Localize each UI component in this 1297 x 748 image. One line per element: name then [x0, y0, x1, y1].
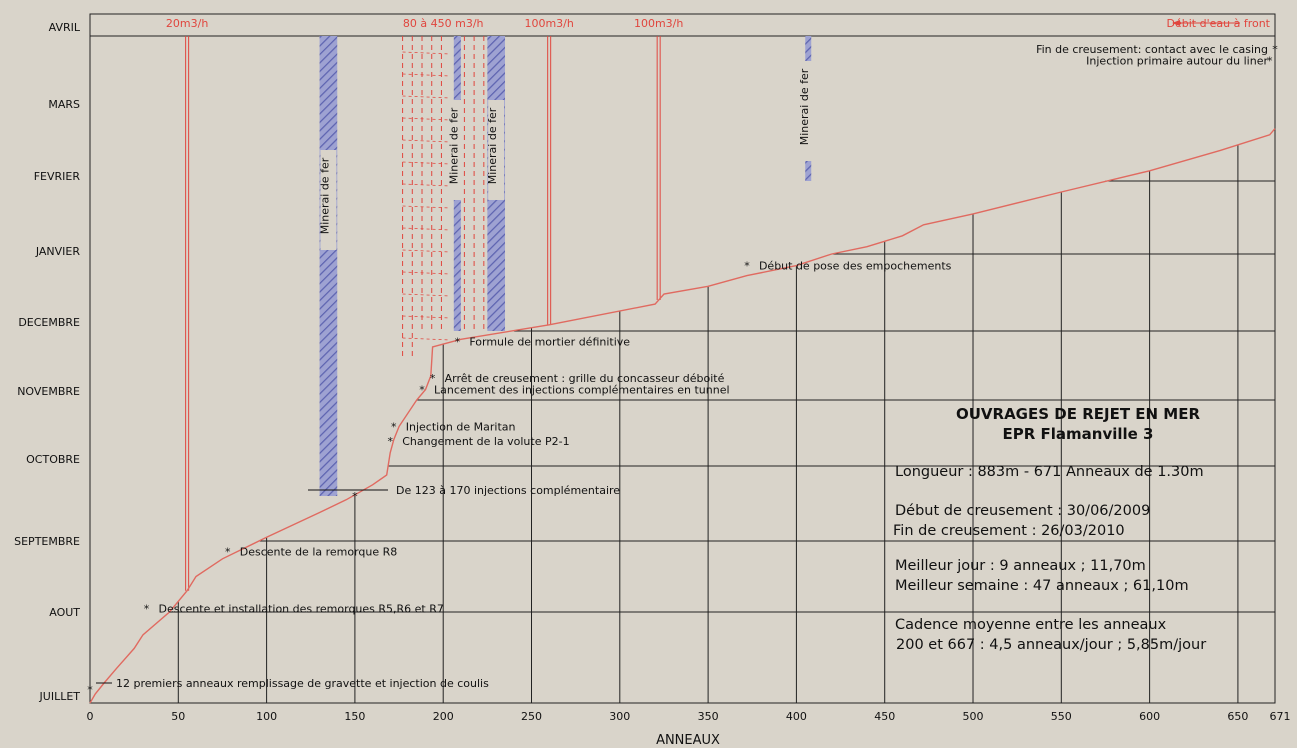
- annotation-text: Lancement des injections complémentaires…: [434, 384, 730, 397]
- x-tick-label: 350: [698, 710, 719, 723]
- flow-legend-label: Débit d'eau à front: [1167, 17, 1271, 30]
- flow-band-dash: [402, 227, 451, 231]
- ore-zone-label: Minerai de fer: [318, 157, 331, 234]
- annotation-marker: *: [455, 335, 461, 348]
- y-month-label: OCTOBRE: [26, 453, 80, 466]
- annotation-marker: *: [225, 546, 231, 559]
- axes: JUILLET AOUT SEPTEMBRE OCTOBRE NOVEMBRE DECEM…: [14, 21, 1290, 723]
- flow-rate-label: 80 à 450 m3/h: [403, 17, 484, 30]
- annotation-marker: *: [387, 435, 393, 448]
- flow-band-dash: [402, 51, 451, 55]
- plot-frame: [89, 13, 1276, 704]
- annotation-text: Début de pose des empochements: [759, 260, 952, 273]
- annotations: * 12 premiers anneaux remplissage de grav…: [87, 43, 1278, 696]
- flow-rate-label: 100m3/h: [524, 17, 573, 30]
- annotation-text: Formule de mortier définitive: [469, 335, 630, 348]
- y-month-label: JUILLET: [39, 690, 81, 703]
- flow-band-dash: [402, 139, 451, 143]
- x-axis-label: ANNEAUX: [656, 733, 720, 748]
- flow-band-dash: [402, 161, 451, 165]
- info-line: Meilleur semaine : 47 anneaux ; 61,10m: [895, 578, 1189, 594]
- info-line: Cadence moyenne entre les anneaux: [895, 617, 1167, 633]
- flow-band-dash: [402, 95, 451, 99]
- info-line: 200 et 667 : 4,5 anneaux/jour ; 5,85m/jo…: [896, 637, 1206, 653]
- annotation-marker: *: [352, 490, 358, 503]
- annotation-text: Injection primaire autour du liner: [1086, 55, 1268, 68]
- y-month-label: NOVEMBRE: [17, 385, 80, 398]
- info-line: Début de creusement : 30/06/2009: [895, 503, 1150, 519]
- info-title: OUVRAGES DE REJET EN MER: [956, 405, 1200, 423]
- info-box: OUVRAGES DE REJET EN MER EPR Flamanville …: [893, 405, 1206, 653]
- annotation-marker: *: [144, 602, 150, 615]
- annotation-text: 12 premiers anneaux remplissage de grave…: [116, 677, 489, 690]
- x-tick-label: 0: [87, 710, 94, 723]
- annotation-text: Injection de Maritan: [406, 420, 516, 433]
- ore-zone-label: Minerai de fer: [447, 107, 460, 184]
- annotation-marker: *: [419, 384, 425, 397]
- x-tick-label: 300: [609, 710, 630, 723]
- annotation-text: Descente et installation des remorques R…: [159, 602, 444, 615]
- ore-zone-label-bg: [488, 100, 505, 200]
- ore-zone: [319, 36, 338, 496]
- x-tick-label: 50: [171, 710, 185, 723]
- x-tick-label: 250: [521, 710, 542, 723]
- x-tick-label: 650: [1227, 710, 1248, 723]
- info-line: Fin de creusement : 26/03/2010: [893, 523, 1125, 539]
- flow-band-dash: [402, 117, 451, 121]
- flow-band-dash: [402, 337, 451, 341]
- x-tick-label: 600: [1139, 710, 1160, 723]
- x-tick-label: 550: [1051, 710, 1072, 723]
- x-tick-label: 450: [874, 710, 895, 723]
- annotation-marker: *: [744, 260, 750, 273]
- flow-band-dash: [402, 271, 451, 275]
- annotation-text: De 123 à 170 injections complémentaire: [396, 484, 620, 497]
- flow-band-dash: [402, 205, 451, 209]
- x-tick-label: 150: [344, 710, 365, 723]
- flow-rate-label: 100m3/h: [634, 17, 683, 30]
- ore-zone-label-bg: [320, 150, 337, 250]
- ore-zone-label-bg: [800, 61, 817, 161]
- y-month-label: DECEMBRE: [18, 316, 80, 329]
- flow-rate-lines: 20m3/h 80 à 450 m3/h 100m3/h 100m3/h Débit d…: [166, 17, 1271, 591]
- flow-band-dash: [402, 183, 451, 187]
- y-month-label: JANVIER: [35, 245, 81, 258]
- x-tick-label: 500: [963, 710, 984, 723]
- y-month-label: FEVRIER: [34, 170, 81, 183]
- x-tick-label: 400: [786, 710, 807, 723]
- progress-line: [89, 128, 1276, 704]
- annotation-text: Fin de creusement: contact avec le casin…: [1036, 43, 1268, 56]
- flow-rate-label: 20m3/h: [166, 17, 208, 30]
- ore-zone-label: Minerai de fer: [486, 107, 499, 184]
- x-tick-label: 100: [256, 710, 277, 723]
- chart-grid: [89, 13, 1276, 704]
- y-month-label: AVRIL: [49, 21, 81, 34]
- x-tick-label: 200: [433, 710, 454, 723]
- y-month-label: SEPTEMBRE: [14, 535, 80, 548]
- annotation-marker: *: [87, 683, 93, 696]
- flow-band-dash: [402, 249, 451, 253]
- annotation-text: Arrêt de creusement : grille du concasse…: [445, 372, 725, 385]
- ore-zones: Minerai de fer Minerai de fer Minerai de f…: [318, 36, 817, 496]
- annotation-marker: *: [430, 372, 436, 385]
- x-tick-label: 671: [1270, 710, 1291, 723]
- annotation-marker: *: [1272, 43, 1278, 56]
- annotation-marker: *: [391, 420, 397, 433]
- y-month-label: MARS: [48, 98, 80, 111]
- progress-curve: [89, 128, 1276, 704]
- info-subtitle: EPR Flamanville 3: [1003, 425, 1154, 443]
- flow-band-dash: [402, 293, 451, 297]
- annotation-text: Descente de la remorque R8: [240, 546, 398, 559]
- y-month-label: AOUT: [49, 606, 80, 619]
- annotation-text: Changement de la volute P2-1: [402, 435, 569, 448]
- ore-zone-label: Minerai de fer: [798, 68, 811, 145]
- annotation-marker: *: [1267, 55, 1273, 68]
- flow-band-dash: [402, 315, 451, 319]
- info-line: Longueur : 883m - 671 Anneaux de 1.30m: [895, 464, 1204, 480]
- info-line: Meilleur jour : 9 anneaux ; 11,70m: [895, 558, 1146, 574]
- ore-zone-label-bg: [449, 100, 466, 200]
- flow-band-dash: [402, 73, 451, 77]
- flow-legend-arrowhead: [1172, 20, 1180, 26]
